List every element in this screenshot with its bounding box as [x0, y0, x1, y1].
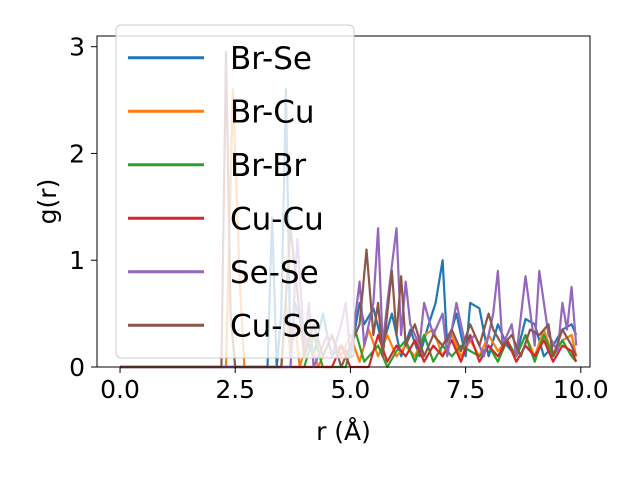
legend-label-cu-se: Cu-Se: [230, 308, 321, 344]
y-tick-label: 2: [69, 139, 85, 168]
x-tick-label: 5.0: [331, 375, 371, 404]
y-tick-label: 3: [69, 33, 85, 62]
ticks-layer: 0.0 2.5 5.0 7.5 10.0 0 1 2 3: [69, 33, 609, 404]
legend-label-se-se: Se-Se: [230, 255, 319, 291]
x-tick-label: 2.5: [215, 375, 255, 404]
legend-label-br-cu: Br-Cu: [230, 94, 315, 130]
y-tick-label: 0: [69, 353, 85, 382]
legend-box: [115, 24, 355, 359]
x-tick-label: 10.0: [553, 375, 609, 404]
legend-label-br-br: Br-Br: [230, 148, 306, 184]
x-tick-label: 0.0: [100, 375, 140, 404]
y-tick-label: 1: [69, 246, 85, 275]
x-tick-label: 7.5: [446, 375, 486, 404]
y-axis-label: g(r): [33, 179, 62, 225]
series-line-cu-cu: [120, 333, 578, 369]
x-axis-label: r (Å): [316, 417, 371, 446]
legend-label-br-se: Br-Se: [230, 41, 312, 77]
legend: Br-Se Br-Cu Br-Br Cu-Cu Se-Se Cu-Se: [115, 24, 355, 359]
legend-label-cu-cu: Cu-Cu: [230, 201, 324, 237]
